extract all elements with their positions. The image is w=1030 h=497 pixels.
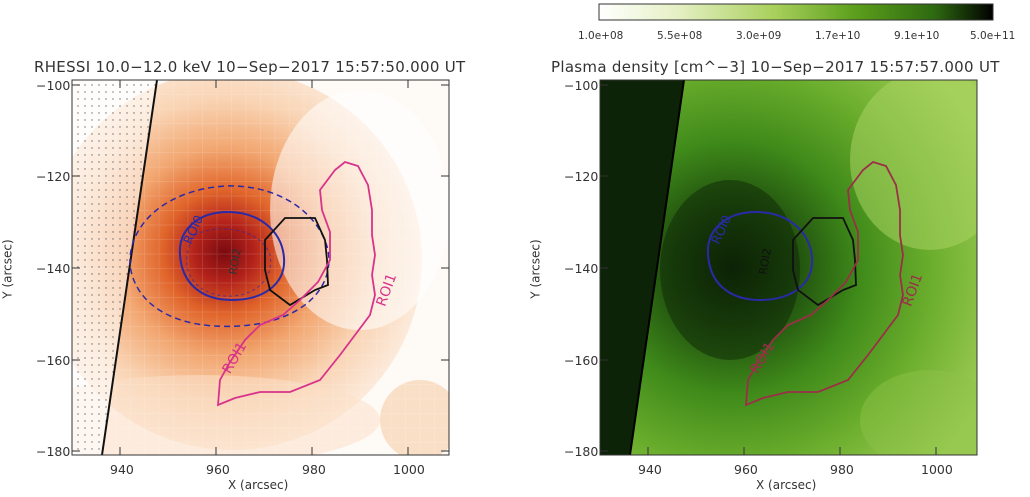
roi1-contour-right [744,160,904,407]
colorbar-tick: 1.7e+10 [815,30,861,42]
y-tick-label: −140 [36,261,71,276]
colorbar-tick: 5.5e+08 [657,30,703,42]
hxr-contour-inner [186,228,272,297]
x-tick-label: 1000 [393,462,425,477]
solar-limb [101,80,158,455]
x-tick-label: 980 [830,462,854,477]
roi0-contour-right [706,210,814,302]
left-panel-title: RHESSI 10.0−12.0 keV 10−Sep−2017 15:57:5… [34,58,466,76]
colorbar-tick: 9.1e+10 [894,30,940,42]
y-tick-label: −180 [564,444,599,459]
x-axis-label: X (arcsec) [756,478,817,492]
roi1-contour-left [216,160,376,407]
y-tick-label: −120 [564,169,599,184]
roi0-contour-left [178,210,286,302]
colorbar-svg [598,3,994,21]
solar-limb-right [629,80,685,455]
colorbar-tick: 5.0e+11 [970,30,1016,42]
roi2-contour-left [264,217,329,307]
x-tick-label: 1000 [921,462,953,477]
hxr-contour-outer [129,185,330,328]
y-tick-label: −100 [564,78,599,93]
x-tick-label: 960 [734,462,758,477]
y-tick-label: −160 [36,353,71,368]
colorbar-tick: 3.0e+09 [736,30,782,42]
x-tick-label: 940 [110,462,134,477]
roi2-contour-right [792,217,857,307]
y-tick-label: −100 [36,78,71,93]
x-tick-label: 960 [206,462,230,477]
x-tick-label: 980 [302,462,326,477]
colorbar-gradient [598,3,994,21]
y-axis-label: Y (arcsec) [528,239,543,299]
colorbar-tick: 1.0e+08 [578,30,624,42]
x-axis-label: X (arcsec) [228,478,289,492]
right-panel-title: Plasma density [cm^−3] 10−Sep−2017 15:57… [551,58,1000,76]
y-tick-label: −180 [36,444,71,459]
y-tick-label: −120 [36,169,71,184]
y-tick-label: −140 [564,261,599,276]
y-tick-label: −160 [564,353,599,368]
x-tick-label: 940 [638,462,662,477]
